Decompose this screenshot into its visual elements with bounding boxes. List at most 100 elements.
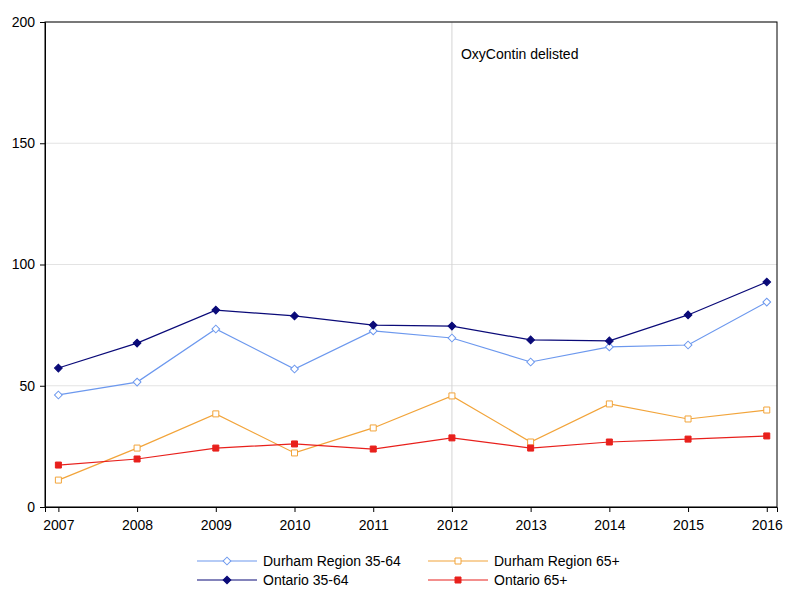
tick-label: 0 xyxy=(27,499,35,515)
point-marker xyxy=(527,336,535,344)
tick-label: 2013 xyxy=(516,517,547,533)
legend-item: Durham Region 35-64 xyxy=(197,553,401,569)
legend-label: Durham Region 65+ xyxy=(494,553,620,569)
tick: 2014 xyxy=(594,507,625,533)
tick: 2008 xyxy=(122,507,153,533)
legend-item: Ontario 35-64 xyxy=(197,572,349,588)
tick-mark xyxy=(216,507,217,512)
point-marker xyxy=(291,365,299,373)
tick: 100 xyxy=(12,256,45,272)
legend-label: Durham Region 35-64 xyxy=(263,553,401,569)
plot-area: 0501001502002007200820092010201120122013… xyxy=(12,14,783,533)
tick: 0 xyxy=(27,499,45,515)
tick-label: 2010 xyxy=(279,517,310,533)
point-marker xyxy=(213,411,219,417)
point-marker xyxy=(212,325,220,333)
tick-label: 2015 xyxy=(673,517,704,533)
tick-label: 2008 xyxy=(122,517,153,533)
plot-frame xyxy=(45,22,777,507)
point-marker xyxy=(212,306,220,314)
tick-label: 2007 xyxy=(43,517,74,533)
tick-label: 200 xyxy=(12,14,36,30)
point-marker xyxy=(528,445,534,451)
point-marker xyxy=(133,378,141,386)
tick-label: 2014 xyxy=(594,517,625,533)
tick-label: 2011 xyxy=(359,517,389,533)
y-axis: 050100150200 xyxy=(12,14,46,515)
tick: 150 xyxy=(12,135,45,151)
legend-marker xyxy=(223,576,231,584)
point-marker xyxy=(684,311,692,319)
point-marker xyxy=(606,439,612,445)
point-marker xyxy=(528,439,534,445)
legend-item: Ontario 65+ xyxy=(428,572,568,588)
tick: 2012 xyxy=(437,507,468,533)
point-marker xyxy=(213,445,219,451)
annotation-text: OxyContin delisted xyxy=(461,46,579,62)
legend-label: Ontario 35-64 xyxy=(263,572,349,588)
point-marker xyxy=(370,446,376,452)
tick: 2016 xyxy=(752,507,783,533)
series-line xyxy=(58,302,766,395)
tick-mark xyxy=(137,507,138,512)
tick-label: 100 xyxy=(12,256,36,272)
legend-label: Ontario 65+ xyxy=(494,572,568,588)
tick-mark xyxy=(40,507,45,508)
legend-marker xyxy=(455,577,461,583)
legend-item: Durham Region 65+ xyxy=(428,553,620,569)
legend: Durham Region 35-64 Durham Region 65+ Onta… xyxy=(197,553,620,588)
series-line xyxy=(58,282,766,368)
series-line xyxy=(58,396,766,480)
point-marker xyxy=(134,445,140,451)
tick-label: 2016 xyxy=(752,517,783,533)
point-marker xyxy=(527,358,535,366)
point-marker xyxy=(292,450,298,456)
tick-mark xyxy=(373,507,374,512)
tick-mark xyxy=(531,507,532,512)
point-marker xyxy=(370,425,376,431)
tick: 2009 xyxy=(201,507,232,533)
annotation-line xyxy=(451,22,452,507)
tick: 2010 xyxy=(279,507,310,533)
grid-line xyxy=(45,143,777,144)
tick-label: 150 xyxy=(12,135,36,151)
tick-mark xyxy=(767,507,768,512)
point-marker xyxy=(134,456,140,462)
point-marker xyxy=(55,391,63,399)
grid xyxy=(45,22,777,507)
point-marker xyxy=(685,436,691,442)
legend-marker xyxy=(455,558,461,564)
point-marker xyxy=(448,334,456,342)
point-marker xyxy=(764,407,770,413)
tick-label: 2009 xyxy=(201,517,232,533)
tick-mark xyxy=(40,386,45,387)
tick-mark xyxy=(609,507,610,512)
point-marker xyxy=(685,416,691,422)
point-marker xyxy=(764,433,770,439)
point-marker xyxy=(55,462,61,468)
point-marker xyxy=(292,441,298,447)
point-marker xyxy=(763,278,771,286)
grid-line xyxy=(45,385,777,386)
point-marker xyxy=(448,322,456,330)
point-marker xyxy=(133,339,141,347)
series-line xyxy=(58,436,766,465)
tick: 2011 xyxy=(359,507,389,533)
tick: 200 xyxy=(12,14,45,30)
point-marker xyxy=(606,401,612,407)
x-axis: 2007 2008 2009 2010 2011 2012 2013 2014 2015 2016 xyxy=(43,507,783,533)
tick-mark xyxy=(40,265,45,266)
tick-label: 2012 xyxy=(437,517,468,533)
series-group xyxy=(55,278,771,483)
point-marker xyxy=(605,337,613,345)
tick: 2007 xyxy=(43,507,74,533)
point-marker xyxy=(449,393,455,399)
point-marker xyxy=(449,435,455,441)
tick-mark xyxy=(452,507,453,512)
tick-mark xyxy=(295,507,296,512)
point-marker xyxy=(684,341,692,349)
tick: 2015 xyxy=(673,507,704,533)
annotations xyxy=(451,22,452,507)
point-marker xyxy=(763,298,771,306)
point-marker xyxy=(55,477,61,483)
